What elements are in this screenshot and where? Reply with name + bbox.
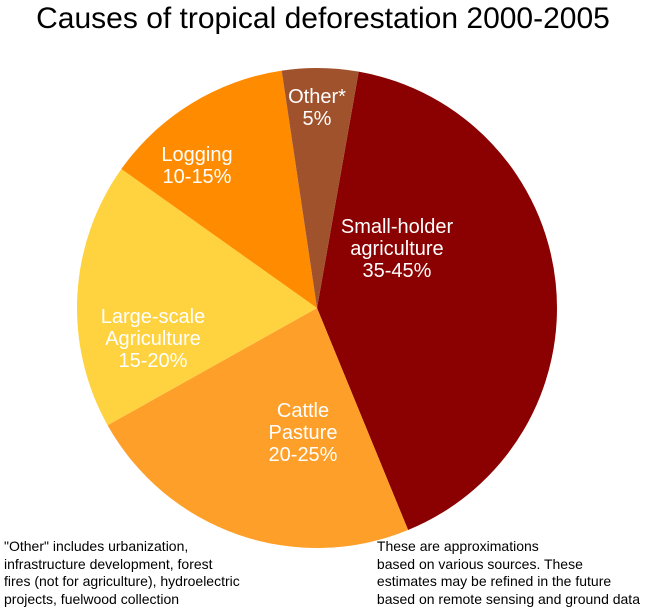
footnote-left: "Other" includes urbanization, infrastru… bbox=[4, 538, 240, 608]
chart-title: Causes of tropical deforestation 2000-20… bbox=[0, 2, 646, 36]
pie-svg bbox=[57, 48, 577, 568]
footnote-right: These are approximations based on variou… bbox=[377, 538, 640, 608]
pie-chart: Small-holder agriculture 35-45%Cattle Pa… bbox=[57, 48, 577, 548]
